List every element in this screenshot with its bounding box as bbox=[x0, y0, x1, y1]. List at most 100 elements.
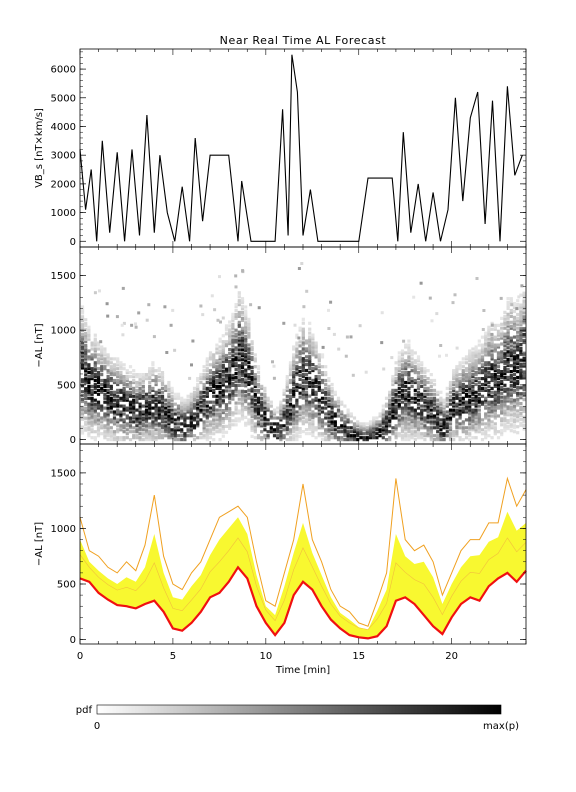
pdf-cell bbox=[500, 372, 504, 376]
pdf-cell bbox=[503, 411, 507, 415]
pdf-cell bbox=[237, 332, 241, 336]
pdf-cell bbox=[125, 378, 129, 383]
pdf-cell bbox=[84, 345, 88, 349]
pdf-cell bbox=[170, 428, 174, 432]
pdf-cell bbox=[471, 408, 475, 412]
pdf-cell bbox=[263, 406, 267, 410]
pdf-cell bbox=[452, 412, 456, 416]
pdf-cell bbox=[170, 408, 174, 412]
pdf-cell bbox=[298, 419, 302, 423]
pdf-cell bbox=[292, 378, 296, 383]
pdf-cell bbox=[80, 431, 85, 435]
pdf-cell bbox=[506, 352, 510, 356]
pdf-cell bbox=[352, 430, 357, 434]
pdf-cell bbox=[202, 386, 206, 390]
pdf-cell bbox=[426, 380, 430, 385]
pdf-cell bbox=[416, 359, 421, 363]
pdf-cell bbox=[192, 396, 197, 400]
pdf-cell bbox=[87, 371, 91, 375]
pdf-cell bbox=[240, 342, 245, 346]
pdf-cell bbox=[93, 386, 97, 390]
pdf-cell bbox=[394, 426, 398, 430]
pdf-cell bbox=[218, 365, 222, 369]
pdf-cell bbox=[522, 415, 526, 419]
pdf-outlier-cell bbox=[439, 344, 443, 347]
pdf-cell bbox=[221, 342, 225, 346]
pdf-cell bbox=[487, 351, 491, 355]
pdf-cell bbox=[132, 434, 136, 438]
pdf-cell bbox=[202, 382, 206, 387]
pdf-cell bbox=[448, 428, 453, 432]
pdf-cell bbox=[458, 438, 462, 442]
pdf-cell bbox=[154, 377, 158, 381]
pdf-cell bbox=[266, 402, 270, 406]
pdf-cell bbox=[439, 434, 443, 438]
pdf-cell bbox=[484, 341, 488, 345]
pdf-cell bbox=[231, 324, 235, 328]
pdf-cell bbox=[448, 416, 453, 420]
pdf-cell bbox=[474, 365, 478, 369]
pdf-cell bbox=[228, 367, 232, 371]
pdf-cell bbox=[493, 428, 497, 432]
pdf-cell bbox=[500, 352, 504, 356]
pdf-cell bbox=[237, 299, 241, 303]
pdf-cell bbox=[80, 417, 85, 421]
pdf-cell bbox=[311, 420, 315, 424]
pdf-cell bbox=[135, 400, 139, 404]
pdf-cell bbox=[205, 432, 209, 436]
pdf-cell bbox=[125, 432, 129, 436]
pdf-cell bbox=[132, 412, 136, 416]
pdf-cell bbox=[506, 302, 510, 307]
pdf-cell bbox=[80, 338, 85, 342]
pdf-cell bbox=[343, 432, 347, 436]
pdf-cell bbox=[157, 408, 161, 412]
pdf-cell bbox=[394, 408, 398, 412]
pdf-cell bbox=[391, 375, 395, 379]
pdf-cell bbox=[212, 394, 216, 398]
pdf-cell bbox=[500, 399, 504, 403]
pdf-cell bbox=[237, 375, 241, 380]
pdf-cell bbox=[458, 361, 462, 365]
pdf-cell bbox=[487, 410, 491, 414]
pdf-cell bbox=[407, 349, 411, 353]
pdf-cell bbox=[391, 398, 395, 402]
pdf-cell bbox=[506, 421, 510, 425]
pdf-cell bbox=[202, 375, 206, 379]
pdf-cell bbox=[516, 370, 520, 374]
pdf-cell bbox=[135, 394, 139, 398]
pdf-cell bbox=[80, 329, 85, 333]
pdf-cell bbox=[404, 345, 408, 349]
pdf-cell bbox=[298, 377, 302, 381]
pdf-cell bbox=[500, 336, 504, 340]
pdf-cell bbox=[400, 357, 405, 361]
pdf-cell bbox=[474, 400, 478, 404]
pdf-cell bbox=[468, 412, 472, 416]
pdf-cell bbox=[368, 422, 373, 426]
pdf-cell bbox=[493, 426, 497, 430]
pdf-cell bbox=[87, 412, 91, 416]
pdf-cell bbox=[208, 410, 213, 414]
pdf-cell bbox=[112, 392, 117, 396]
pdf-cell bbox=[471, 378, 475, 383]
pdf-cell bbox=[234, 417, 238, 421]
y-tick-label: 500 bbox=[57, 380, 76, 391]
pdf-cell bbox=[240, 318, 245, 322]
pdf-cell bbox=[202, 398, 206, 402]
pdf-cell bbox=[487, 428, 491, 432]
pdf-cell bbox=[180, 438, 184, 442]
pdf-cell bbox=[308, 422, 312, 426]
pdf-cell bbox=[503, 356, 507, 360]
pdf-cell bbox=[218, 355, 222, 359]
pdf-cell bbox=[442, 398, 446, 402]
pdf-cell bbox=[135, 396, 139, 400]
pdf-cell bbox=[420, 367, 424, 371]
pdf-cell bbox=[512, 398, 517, 402]
pdf-cell bbox=[493, 422, 497, 426]
pdf-cell bbox=[96, 418, 101, 422]
pdf-cell bbox=[391, 408, 395, 412]
pdf-cell bbox=[490, 394, 494, 398]
pdf-cell bbox=[509, 401, 513, 405]
pdf-cell bbox=[292, 388, 296, 392]
pdf-cell bbox=[224, 342, 229, 346]
pdf-cell bbox=[480, 335, 485, 339]
